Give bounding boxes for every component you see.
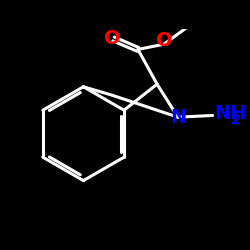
Text: O: O: [104, 30, 120, 48]
Text: 2: 2: [231, 112, 241, 126]
Text: O: O: [156, 31, 172, 50]
Text: NH: NH: [214, 104, 247, 123]
Text: N: N: [170, 108, 186, 127]
